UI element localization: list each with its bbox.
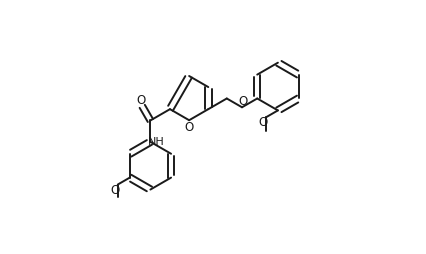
Text: NH: NH: [148, 137, 165, 147]
Text: O: O: [110, 184, 119, 197]
Text: O: O: [136, 93, 146, 106]
Text: O: O: [184, 121, 194, 134]
Text: O: O: [258, 116, 268, 129]
Text: O: O: [239, 95, 248, 108]
